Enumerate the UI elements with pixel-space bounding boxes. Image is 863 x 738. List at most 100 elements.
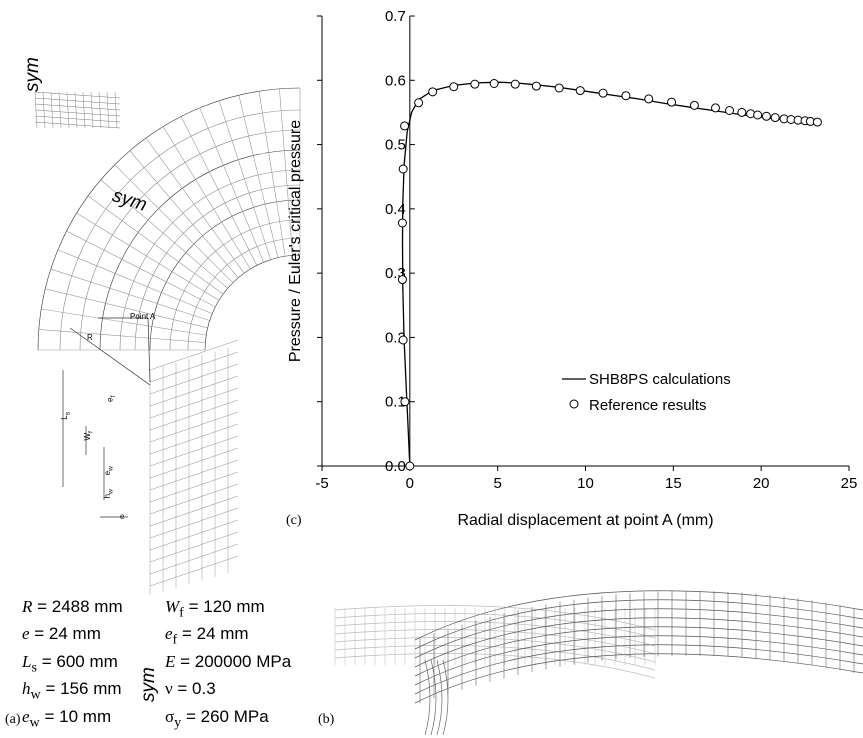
dim-Wf-label: Wf — [82, 431, 95, 441]
panel-a-mesh — [34, 87, 301, 595]
parameter-line: hw = 156 mm — [22, 679, 122, 703]
mesh-hline — [149, 543, 239, 575]
parameter-line: R = 2488 mm — [22, 597, 123, 616]
mesh-radial-line — [218, 100, 271, 260]
mesh-b-front-line — [414, 644, 863, 695]
x-tick-label: -5 — [315, 475, 328, 492]
reference-marker — [397, 275, 407, 285]
mesh-radial-line — [199, 107, 264, 263]
panel-b-deformed-mesh — [334, 590, 863, 736]
reference-marker — [489, 79, 499, 88]
reference-marker — [621, 91, 631, 101]
mesh-radial-line — [145, 137, 245, 274]
x-tick-label: 20 — [753, 475, 770, 492]
reference-marker — [400, 121, 410, 131]
mesh-arc — [204, 254, 301, 351]
mesh-radial-line — [38, 329, 206, 343]
reference-marker — [398, 335, 408, 345]
mesh-stiffener-line — [34, 121, 121, 129]
parameter-line: Ls = 600 mm — [22, 651, 118, 676]
mesh-hline — [149, 375, 239, 407]
mesh-stiffener-line — [66, 91, 70, 129]
mesh-radial-line — [87, 195, 224, 295]
mesh-stiffener-line — [34, 109, 121, 117]
y-tick-label: 0.4 — [385, 201, 406, 218]
mesh-radial-line — [238, 95, 279, 258]
dim-Ls-label: Ls — [60, 411, 72, 420]
dim-ef-label: ef — [105, 395, 117, 402]
y-tick-label: 0.6 — [385, 72, 406, 89]
reference-marker — [470, 79, 480, 89]
mesh-hline — [149, 423, 239, 455]
mesh-b-front-line — [414, 608, 863, 659]
dim-R-label: R — [87, 333, 93, 342]
mesh-stiffener-line — [106, 91, 110, 129]
mesh-stiffener-line — [34, 115, 121, 123]
y-tick-label: 0.5 — [385, 137, 406, 154]
dim-R-line — [69, 327, 151, 386]
x-tick-label: 25 — [841, 475, 858, 492]
reference-marker — [644, 94, 654, 104]
x-tick-label: 10 — [577, 475, 594, 492]
mesh-b-front-line — [414, 590, 863, 641]
mesh-b-front-line — [414, 626, 863, 677]
mesh-b-front-line — [414, 635, 863, 686]
reference-marker — [598, 88, 608, 98]
mesh-hline — [149, 399, 239, 431]
mesh-radial-line — [114, 164, 234, 284]
reference-marker — [397, 218, 407, 228]
mesh-hline — [149, 531, 239, 563]
mesh-hline — [149, 387, 239, 419]
mesh-b-flange-line — [442, 659, 449, 736]
mesh-radial-line — [162, 126, 251, 270]
mesh-stiffener-line — [34, 91, 121, 99]
dim-e-label: e — [120, 512, 125, 521]
sym-label-top: sym — [22, 57, 43, 92]
mesh-radial-line — [258, 91, 286, 257]
reference-marker — [761, 111, 771, 121]
mesh-radial-line — [57, 249, 213, 314]
mesh-radial-line — [50, 268, 210, 321]
mesh-radial-line — [76, 212, 220, 301]
reference-marker — [710, 103, 720, 113]
reference-marker — [737, 107, 747, 117]
point-a-leader — [147, 317, 151, 383]
reference-marker — [725, 106, 735, 115]
mesh-b-front-line — [414, 653, 863, 704]
mesh-b-flange-line — [430, 659, 437, 736]
mesh-hline — [149, 339, 239, 371]
point-a-label: Point A — [130, 312, 156, 321]
mesh-hline — [149, 519, 239, 551]
mesh-stiffener-line — [42, 91, 46, 129]
y-tick-label: 0.7 — [385, 8, 406, 25]
mesh-hline — [149, 555, 239, 587]
x-tick-label: 15 — [665, 475, 682, 492]
mesh-stiffener-line — [114, 91, 118, 129]
mesh-hline — [149, 351, 239, 383]
panel-b-label: (b) — [318, 712, 335, 727]
series-line-shb8ps — [401, 81, 818, 467]
mesh-stiffener-line — [82, 91, 86, 129]
reference-marker — [449, 82, 459, 92]
mesh-hline — [149, 447, 239, 479]
mesh-radial-line — [45, 288, 208, 329]
legend-label-reference: Reference results — [589, 397, 707, 414]
mesh-radial-line — [279, 88, 293, 256]
mesh-b-back-line — [334, 653, 656, 679]
mesh-radial-line — [129, 150, 239, 278]
chart: -5 0 5 10 15 20 250.00.10.20.30.40.50.60.7Radi… — [287, 8, 858, 529]
reference-marker — [405, 461, 415, 471]
legend-label-shb8ps: SHB8PS calculations — [589, 371, 731, 388]
reference-marker — [428, 87, 438, 97]
reference-marker — [753, 110, 763, 120]
mesh-hline — [149, 411, 239, 443]
mesh-hline — [149, 459, 239, 491]
parameter-line: ew = 10 mm — [22, 706, 112, 730]
reference-marker — [575, 86, 585, 96]
mesh-radial-line — [100, 179, 228, 289]
parameter-line: Wf = 120 mm — [165, 597, 265, 621]
mesh-hline — [149, 363, 239, 395]
x-tick-label: 5 — [493, 475, 501, 492]
mesh-b-front-line — [414, 617, 863, 668]
mesh-stiffener-line — [90, 91, 94, 129]
